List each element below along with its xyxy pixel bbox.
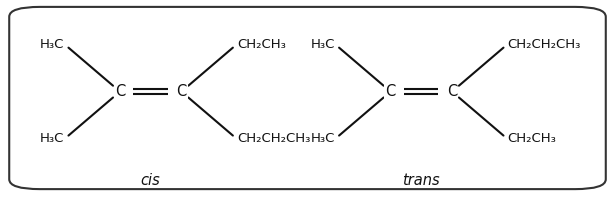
Text: CH₂CH₂CH₃: CH₂CH₂CH₃ — [507, 38, 581, 51]
Text: H₃C: H₃C — [311, 38, 335, 51]
Text: C: C — [447, 84, 457, 99]
Text: trans: trans — [402, 173, 440, 188]
Text: CH₂CH₃: CH₂CH₃ — [507, 132, 556, 145]
FancyBboxPatch shape — [9, 7, 606, 189]
Text: H₃C: H₃C — [311, 132, 335, 145]
Text: C: C — [386, 84, 395, 99]
Text: CH₂CH₃: CH₂CH₃ — [237, 38, 285, 51]
Text: CH₂CH₂CH₃: CH₂CH₂CH₃ — [237, 132, 310, 145]
Text: H₃C: H₃C — [40, 132, 65, 145]
Text: H₃C: H₃C — [40, 38, 65, 51]
Text: C: C — [177, 84, 186, 99]
Text: C: C — [115, 84, 125, 99]
Text: cis: cis — [141, 173, 161, 188]
